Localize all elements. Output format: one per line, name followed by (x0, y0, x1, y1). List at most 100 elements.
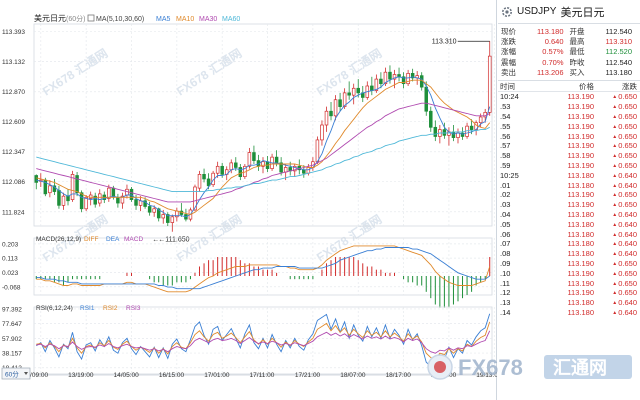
candle[interactable] (292, 164, 297, 177)
candle[interactable] (451, 125, 456, 142)
candle[interactable] (356, 79, 360, 98)
tick-table-header: 时间 价格 涨跌 (498, 81, 640, 93)
tick-row[interactable]: .02 113.1900.650 (498, 190, 640, 200)
quote-label: 现价 (501, 27, 516, 36)
candle[interactable] (311, 157, 315, 171)
candle[interactable] (351, 83, 356, 105)
candle[interactable] (184, 208, 188, 222)
candle[interactable] (320, 120, 324, 146)
ma-checkbox[interactable] (87, 14, 95, 22)
candle[interactable] (120, 192, 125, 209)
ma-label: MA(5,10,30,60) (96, 16, 144, 23)
tick-row[interactable]: .07 113.1800.640 (498, 239, 640, 249)
candle[interactable] (410, 68, 415, 82)
ma-line-ma10 (36, 79, 491, 215)
candle[interactable] (147, 201, 152, 216)
candle[interactable] (152, 205, 156, 217)
tick-row[interactable]: .12 113.1900.650 (498, 288, 640, 298)
candle[interactable] (460, 127, 465, 140)
candle[interactable] (61, 192, 66, 210)
candle[interactable] (401, 72, 406, 89)
candle[interactable] (429, 106, 433, 132)
period-selector[interactable]: 60分 (1, 367, 31, 380)
candle[interactable] (279, 157, 283, 176)
tick-row[interactable]: .01 113.1800.640 (498, 180, 640, 190)
candle[interactable] (66, 189, 70, 206)
candle[interactable] (193, 184, 197, 212)
tick-row[interactable]: .14 113.1800.640 (498, 308, 640, 318)
candle[interactable] (265, 155, 270, 173)
candle[interactable] (116, 193, 120, 208)
candle[interactable] (324, 106, 329, 132)
tick-price: 113.180 (567, 229, 594, 239)
macd-title: MACD(26,12,9) (36, 236, 81, 243)
ma-legend-2: MA10 (176, 16, 194, 23)
tick-row[interactable]: .54 113.1900.650 (498, 112, 640, 122)
candle[interactable] (297, 159, 302, 175)
tick-row[interactable]: .04 113.1800.640 (498, 210, 640, 220)
candle[interactable] (438, 125, 442, 144)
tick-row[interactable]: .53 113.1900.650 (498, 102, 640, 112)
period-selector-box[interactable] (1, 367, 31, 380)
candle[interactable] (424, 81, 428, 116)
candle[interactable] (347, 81, 351, 100)
candle[interactable] (48, 180, 52, 198)
candle[interactable] (197, 170, 202, 192)
candle[interactable] (75, 172, 79, 197)
tick-row[interactable]: .09 113.1900.650 (498, 259, 640, 269)
candle[interactable] (166, 212, 170, 226)
candle[interactable] (433, 120, 438, 142)
tick-row[interactable]: 10:24 113.1900.650 (498, 92, 640, 102)
candle[interactable] (442, 122, 447, 139)
candle[interactable] (175, 207, 179, 222)
candle[interactable] (487, 41, 492, 116)
candle[interactable] (93, 192, 97, 208)
tick-row[interactable]: .08 113.1800.640 (498, 249, 640, 259)
tick-change: 0.650 (594, 259, 640, 268)
candle[interactable] (129, 186, 134, 202)
candle[interactable] (361, 85, 365, 103)
tick-list[interactable]: 10:24113.1900.650.53113.1900.650.54113.1… (498, 92, 640, 317)
candle[interactable] (107, 184, 111, 202)
candle[interactable] (98, 189, 102, 207)
candle[interactable] (333, 95, 338, 121)
tick-row[interactable]: .05 113.1800.640 (498, 219, 640, 229)
tick-row[interactable]: .10 113.1900.650 (498, 268, 640, 278)
chart-header: 美元日元 (60分) MA(5,10,30,60) MA5 MA10 MA30 MA60 (34, 13, 240, 23)
candle[interactable] (84, 195, 88, 212)
tick-row[interactable]: 10:25 113.1800.640 (498, 170, 640, 180)
candle[interactable] (370, 76, 374, 96)
candle[interactable] (179, 203, 184, 217)
candle[interactable] (365, 81, 370, 100)
tick-row[interactable]: .56 113.1900.650 (498, 131, 640, 141)
candle[interactable] (456, 128, 460, 144)
candle[interactable] (202, 168, 206, 183)
tick-row[interactable]: .11 113.1900.650 (498, 278, 640, 288)
tick-row[interactable]: .06 113.1800.640 (498, 229, 640, 239)
candle[interactable] (338, 92, 342, 112)
candle[interactable] (238, 164, 243, 181)
candle[interactable] (34, 174, 39, 190)
tick-row[interactable]: .58 113.1900.650 (498, 151, 640, 161)
candle[interactable] (39, 173, 43, 187)
candle[interactable] (143, 197, 147, 209)
candle[interactable] (252, 145, 256, 165)
candle[interactable] (138, 196, 143, 212)
candle[interactable] (170, 214, 175, 232)
candle[interactable] (379, 72, 383, 89)
candle[interactable] (329, 102, 333, 121)
tick-row[interactable]: .57 113.1900.650 (498, 141, 640, 151)
candle[interactable] (88, 191, 93, 206)
tick-row[interactable]: .03 113.1900.650 (498, 200, 640, 210)
candle[interactable] (397, 67, 401, 82)
tick-row[interactable]: .13 113.1800.640 (498, 298, 640, 308)
gear-icon[interactable] (501, 6, 513, 18)
candle[interactable] (447, 127, 451, 146)
tick-row[interactable]: .55 113.1900.650 (498, 121, 640, 131)
candle-body (388, 71, 392, 80)
candle[interactable] (70, 170, 75, 202)
chart-area[interactable]: FX678 汇通网 FX678 汇通网 FX678 汇通网 FX678 汇通网 FX67… (0, 0, 547, 400)
tick-row[interactable]: .59 113.1900.650 (498, 161, 640, 171)
